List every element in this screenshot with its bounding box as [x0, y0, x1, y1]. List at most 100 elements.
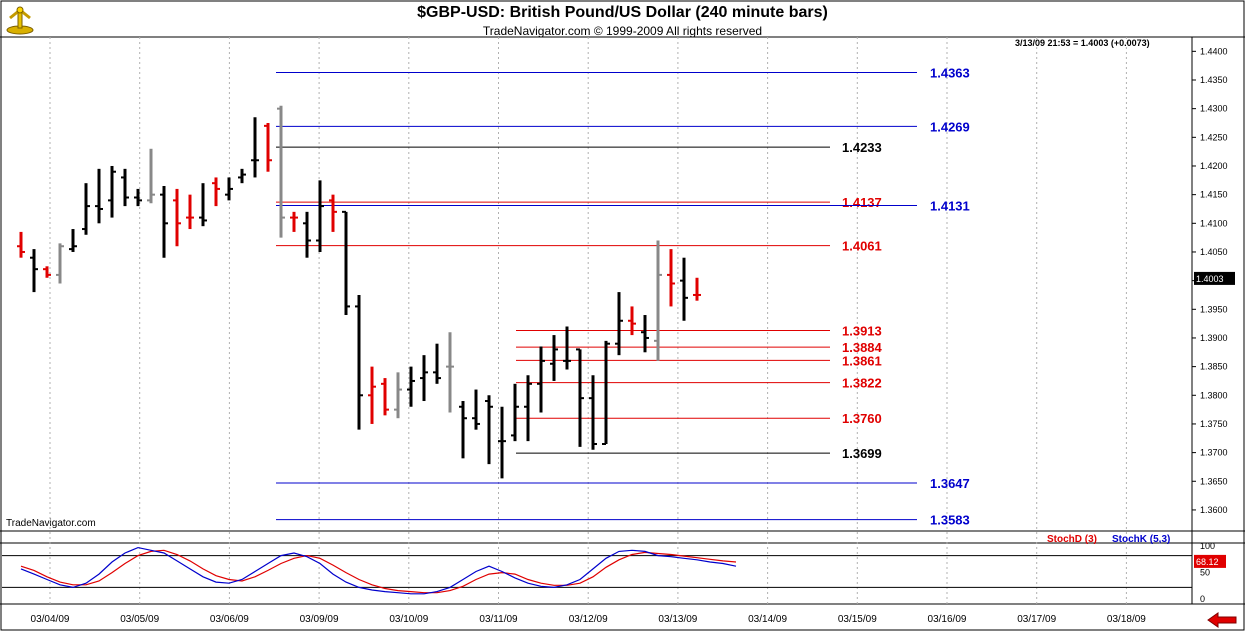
date-tick-label: 03/09/09: [300, 614, 339, 625]
ohlc-bar: [316, 180, 324, 252]
date-tick-label: 03/17/09: [1017, 614, 1056, 625]
price-tick-label: 1.4350: [1200, 75, 1228, 85]
price-tick-label: 1.4300: [1200, 104, 1228, 114]
ohlc-bar: [290, 211, 298, 232]
level-label: 1.3913: [842, 324, 882, 339]
date-tick-label: 03/04/09: [31, 614, 70, 625]
price-readout: 3/13/09 21:53 = 1.4003 (+0.0073): [1015, 38, 1150, 48]
level-label: 1.4061: [842, 239, 882, 254]
price-tick-label: 1.3950: [1200, 304, 1228, 314]
price-tick-label: 1.4250: [1200, 132, 1228, 142]
ohlc-bar: [446, 332, 454, 413]
ohlc-bar: [394, 372, 402, 419]
last-price-box: [1194, 271, 1235, 285]
price-axis: 1.4400 1.4350 1.4300 1.4250 1.4200 1.4150 1.41…: [1192, 46, 1235, 515]
ohlc-bar: [407, 366, 415, 407]
date-tick-label: 03/06/09: [210, 614, 249, 625]
price-tick-label: 1.3800: [1200, 390, 1228, 400]
last-price-label: 1.4003: [1196, 274, 1224, 284]
ohlc-bar: [225, 177, 233, 201]
ohlc-bar: [576, 348, 584, 447]
ohlc-bar: [654, 240, 662, 361]
ohlc-bar: [303, 211, 311, 258]
price-tick-label: 1.3900: [1200, 333, 1228, 343]
ohlc-bar: [602, 340, 610, 446]
level-label: 1.4137: [842, 195, 882, 210]
ohlc-bar: [420, 355, 428, 402]
stoch-k-line: [20, 546, 737, 595]
level-label: 1.4233: [842, 140, 882, 155]
level-label: 1.3822: [842, 376, 882, 391]
ohlc-bar: [667, 249, 675, 307]
date-tick-label: 03/16/09: [928, 614, 967, 625]
ohlc-bar: [82, 183, 90, 235]
ohlc-bar: [186, 194, 194, 230]
ohlc-bar: [212, 177, 220, 207]
level-label: 1.4269: [930, 119, 970, 134]
ohlc-bar: [134, 188, 142, 207]
ohlc-bar: [238, 168, 246, 184]
ohlc-bar: [160, 186, 168, 258]
fib-levels: 1.4363 1.4269 1.4233 1.4137 1.4131 1.4061 1.39…: [276, 66, 970, 528]
scroll-left-arrow-icon[interactable]: [1206, 612, 1238, 628]
ohlc-bar: [472, 389, 480, 430]
ohlc-bar: [498, 406, 506, 479]
ohlc-bar: [368, 366, 376, 424]
ohlc-bar: [108, 165, 116, 218]
stoch-last-box: [1194, 554, 1226, 568]
stoch-k-legend: StochK (5,3): [1112, 534, 1170, 545]
ohlc-bar: [589, 375, 597, 450]
ohlc-bar: [524, 375, 532, 442]
stoch-tick-label: 100: [1200, 541, 1215, 551]
date-tick-label: 03/11/09: [479, 614, 518, 625]
price-tick-label: 1.4050: [1200, 247, 1228, 257]
ohlc-bar: [277, 105, 285, 238]
price-tick-label: 1.4150: [1200, 190, 1228, 200]
price-tick-label: 1.4400: [1200, 46, 1228, 56]
price-tick-label: 1.3750: [1200, 419, 1228, 429]
date-tick-label: 03/14/09: [748, 614, 787, 625]
stoch-d-line: [20, 549, 737, 594]
ohlc-bar: [30, 249, 38, 293]
stoch-last-label: 68.12: [1196, 557, 1219, 567]
level-label: 1.3760: [842, 411, 882, 426]
ohlc-bar: [264, 122, 272, 172]
ohlc-bar: [147, 148, 155, 204]
ohlc-bar: [329, 194, 337, 232]
ohlc-bar: [641, 315, 649, 353]
ohlc-bar: [537, 346, 545, 413]
price-tick-label: 1.3650: [1200, 476, 1228, 486]
ohlc-bar: [615, 292, 623, 356]
stochastic-panel: 100 50 0 StochD (3) StochK (5,3) 68.12: [2, 534, 1226, 604]
ohlc-bar: [121, 168, 129, 207]
ohlc-bar: [173, 188, 181, 247]
ohlc-bar: [563, 326, 571, 370]
ohlc-bar: [355, 294, 363, 430]
date-tick-label: 03/05/09: [120, 614, 159, 625]
ohlc-bar: [56, 243, 64, 284]
ohlc-bar: [17, 231, 25, 258]
ohlc-bar: [251, 117, 259, 178]
ohlc-bar: [628, 306, 636, 336]
level-label: 1.3583: [930, 513, 970, 528]
ohlc-bar: [381, 378, 389, 416]
ohlc-bar: [511, 383, 519, 442]
ohlc-bar: [43, 266, 51, 278]
ohlc-bar: [693, 277, 701, 301]
ohlc-bar: [433, 343, 441, 384]
level-label: 1.4363: [930, 66, 970, 81]
date-tick-label: 03/13/09: [658, 614, 697, 625]
stoch-d-legend: StochD (3): [1047, 534, 1097, 545]
level-label: 1.3647: [930, 476, 970, 491]
date-tick-label: 03/10/09: [389, 614, 428, 625]
ohlc-bar: [69, 229, 77, 252]
level-label: 1.3861: [842, 353, 882, 368]
price-tick-label: 1.3850: [1200, 362, 1228, 372]
ohlc-bars: [17, 105, 701, 479]
chart-subtitle: TradeNavigator.com © 1999-2009 All right…: [482, 24, 763, 38]
date-tick-label: 03/12/09: [569, 614, 608, 625]
